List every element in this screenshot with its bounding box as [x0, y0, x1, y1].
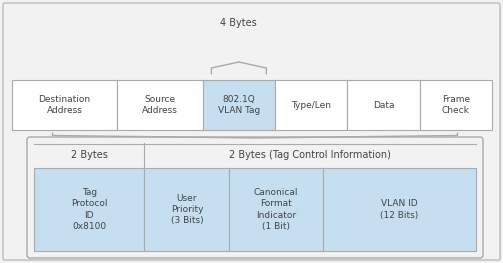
Text: User
Priority
(3 Bits): User Priority (3 Bits)	[171, 194, 203, 225]
Bar	[12, 80, 117, 130]
Bar	[420, 80, 492, 130]
Text: 2 Bytes (Tag Control Information): 2 Bytes (Tag Control Information)	[229, 150, 391, 160]
Text: Tag
Protocol
ID
0x8100: Tag Protocol ID 0x8100	[71, 188, 108, 231]
Text: Destination
Address: Destination Address	[39, 95, 91, 115]
Bar	[203, 80, 275, 130]
Text: Type/Len: Type/Len	[291, 100, 331, 109]
Bar	[34, 168, 144, 251]
Text: Frame
Check: Frame Check	[442, 95, 470, 115]
Text: 802.1Q
VLAN Tag: 802.1Q VLAN Tag	[218, 95, 260, 115]
FancyBboxPatch shape	[27, 137, 483, 258]
Bar	[117, 80, 203, 130]
Text: VLAN ID
(12 Bits): VLAN ID (12 Bits)	[380, 199, 418, 220]
Bar	[275, 80, 348, 130]
Text: 4 Bytes: 4 Bytes	[220, 18, 257, 28]
Bar	[229, 168, 323, 251]
Bar	[144, 168, 229, 251]
Text: Source
Address: Source Address	[142, 95, 178, 115]
FancyBboxPatch shape	[3, 3, 500, 260]
Text: Data: Data	[373, 100, 394, 109]
Text: Canonical
Format
Indicator
(1 Bit): Canonical Format Indicator (1 Bit)	[254, 188, 298, 231]
Text: 2 Bytes: 2 Bytes	[71, 150, 108, 160]
Bar	[348, 80, 420, 130]
Bar	[323, 168, 476, 251]
